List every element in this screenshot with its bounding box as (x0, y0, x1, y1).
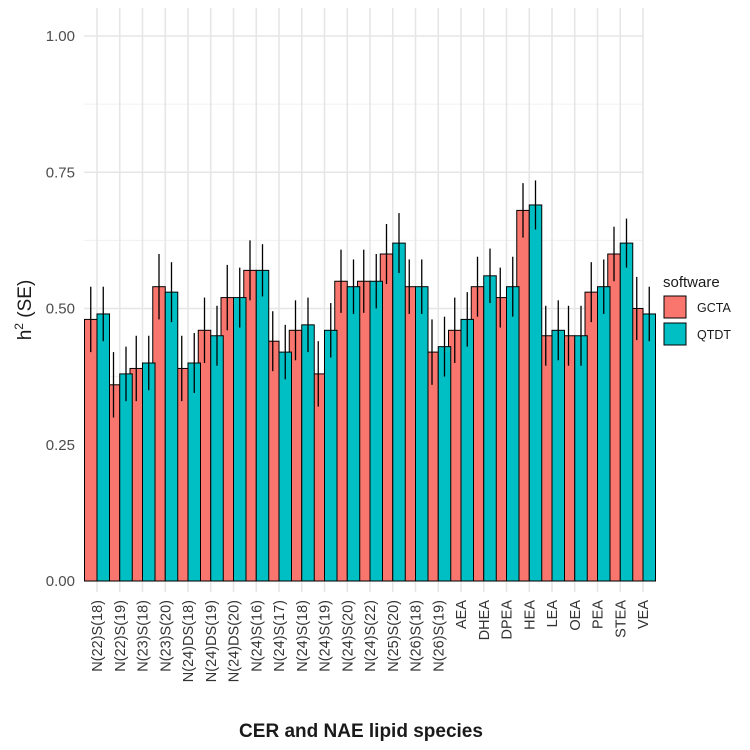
bar-qtdt (164, 291, 179, 582)
x-tick-label: DPEA (500, 600, 516, 640)
bar-qtdt (574, 335, 588, 582)
y-axis-ticks: 0.00 0.25 0.50 0.75 1.00 (46, 28, 75, 590)
x-tick-label: N(23)S(20) (158, 600, 174, 672)
x-tick-label: AEA (454, 600, 470, 629)
bar-qtdt (551, 329, 565, 582)
x-axis-label: CER and NAE lipid species (239, 721, 483, 742)
bar-qtdt (233, 297, 247, 582)
x-tick-label: N(24)S(22) (363, 600, 379, 672)
x-tick-label: N(25)S(20) (386, 600, 402, 672)
x-tick-label: DHEA (477, 600, 493, 641)
x-axis-ticks: N(22)S(18) N(22)S(19) N(23)S(18) N(23)S(20)… (90, 600, 652, 683)
bar-qtdt (187, 362, 201, 582)
legend-label-gcta: GCTA (697, 301, 731, 315)
bar-qtdt (483, 275, 497, 582)
x-tick-label: N(24)S(20) (340, 600, 356, 672)
x-tick-label: N(24)DS(20) (227, 600, 243, 682)
legend-swatch-qtdt (663, 322, 687, 346)
bar-qtdt (437, 346, 452, 582)
y-tick-label: 0.00 (46, 573, 75, 590)
x-tick-label: HEA (522, 600, 538, 630)
bar-gcta (84, 318, 98, 582)
x-tick-label: N(24)S(16) (249, 600, 265, 672)
x-tick-label: N(24)S(17) (272, 600, 288, 672)
bar-qtdt (210, 335, 224, 582)
bar-qtdt (597, 286, 611, 582)
x-tick-label: STEA (613, 600, 629, 638)
bar-qtdt (96, 313, 110, 582)
legend-label-qtdt: QTDT (697, 328, 731, 342)
x-tick-label: N(26)S(18) (409, 600, 425, 672)
bar-qtdt (392, 242, 406, 582)
bar-qtdt (255, 269, 270, 582)
bar-qtdt (278, 351, 292, 582)
x-tick-label: VEA (636, 600, 652, 629)
x-tick-label: N(24)DS(18) (181, 600, 197, 682)
error-bars (90, 180, 650, 418)
bar-qtdt (642, 313, 656, 582)
y-tick-label: 0.25 (46, 437, 75, 454)
x-tick-label: N(24)DS(19) (204, 600, 220, 682)
x-tick-label: N(26)S(19) (431, 600, 447, 672)
legend-swatch-gcta (663, 295, 687, 319)
x-tick-label: N(24)S(19) (318, 600, 334, 672)
bar-qtdt (346, 286, 361, 582)
y-tick-label: 0.75 (46, 164, 75, 181)
y-tick-label: 1.00 (46, 28, 75, 45)
legend-title: software (663, 274, 720, 291)
bar-qtdt (460, 318, 474, 582)
bar-qtdt (301, 324, 315, 582)
bar-qtdt (119, 373, 133, 582)
y-tick-label: 0.50 (46, 301, 75, 318)
bar-qtdt (142, 362, 156, 582)
bars (84, 204, 656, 582)
legend: software GCTA QTDT (663, 274, 731, 346)
x-tick-label: N(22)S(18) (90, 600, 106, 672)
bar-qtdt (619, 242, 634, 582)
x-tick-label: N(22)S(19) (113, 600, 129, 672)
y-axis-label: h2 (SE) (12, 280, 36, 341)
x-tick-label: PEA (591, 600, 607, 629)
x-tick-label: LEA (545, 600, 561, 628)
bar-qtdt (369, 280, 383, 582)
bar-qtdt (324, 329, 338, 582)
bar-qtdt (528, 204, 543, 582)
bar-qtdt (415, 286, 429, 582)
bar-qtdt (506, 286, 520, 582)
x-tick-label: N(23)S(18) (136, 600, 152, 672)
x-tick-label: OEA (568, 600, 584, 631)
x-tick-label: N(24)S(18) (295, 600, 311, 672)
